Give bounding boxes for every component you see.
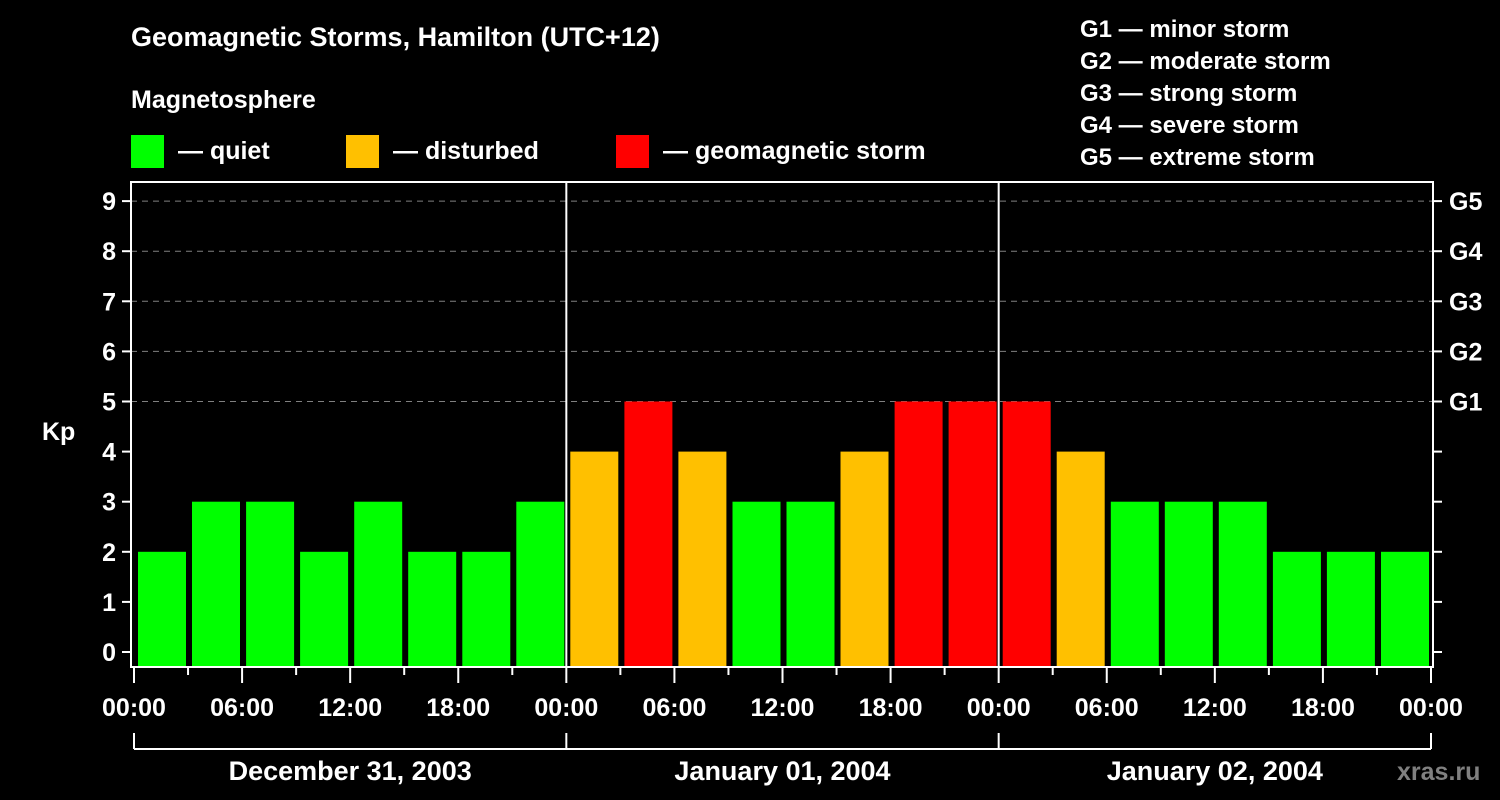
legend-quiet: — quiet [131, 134, 270, 168]
x-tick-label: 06:00 [210, 694, 274, 722]
y-tick-label: 6 [102, 338, 116, 366]
x-tick-label: 12:00 [1183, 694, 1247, 722]
legend-storm: — geomagnetic storm [616, 134, 926, 168]
legend-label-storm: — geomagnetic storm [663, 136, 926, 165]
storm-level-g5: G5 — extreme storm [1080, 144, 1315, 171]
kp-bar [948, 401, 997, 666]
kp-bar [1002, 401, 1051, 666]
day-label: January 02, 2004 [1107, 756, 1323, 786]
x-tick-label: 00:00 [534, 694, 598, 722]
kp-bar [1218, 501, 1267, 666]
storm-level-tick-label: G2 [1449, 338, 1482, 366]
kp-bar [732, 501, 781, 666]
kp-bar [138, 551, 186, 666]
storm-level-tick-label: G3 [1449, 288, 1482, 316]
storm-level-tick-label: G5 [1449, 188, 1482, 216]
storm-level-tick-label: G4 [1449, 238, 1482, 266]
legend-disturbed: — disturbed [346, 134, 539, 168]
kp-bar [678, 451, 727, 666]
watermark: xras.ru [1397, 758, 1480, 786]
kp-bar [894, 401, 943, 666]
x-tick-label: 18:00 [1291, 694, 1355, 722]
kp-bar [1110, 501, 1159, 666]
legend-label-quiet: — quiet [178, 136, 270, 165]
storm-level-g1: G1 — minor storm [1080, 16, 1290, 43]
y-tick-label: 3 [102, 489, 116, 517]
x-tick-label: 18:00 [426, 694, 490, 722]
y-tick-label: 1 [102, 589, 116, 617]
kp-bar [786, 501, 835, 666]
y-tick-label: 8 [102, 238, 116, 266]
y-tick-label: 9 [102, 188, 116, 216]
kp-bar [1326, 551, 1375, 666]
y-axis-label: Kp [42, 418, 75, 446]
y-tick-label: 7 [102, 288, 116, 316]
legend-swatch-storm [616, 134, 649, 168]
x-tick-label: 00:00 [1399, 694, 1463, 722]
x-tick-label: 12:00 [751, 694, 815, 722]
y-tick-label: 5 [102, 389, 116, 417]
x-tick-label: 00:00 [967, 694, 1031, 722]
axis-labels: 0 1 2 3 4 5 6 7 8 9 G1 G2 G3 G4 G5 00:00 06:00 12:00 18:00… [102, 188, 1482, 786]
x-tick-label: 06:00 [1075, 694, 1139, 722]
storm-level-tick-label: G1 [1449, 389, 1482, 417]
grid-lines [131, 200, 1433, 402]
kp-bar [1164, 501, 1213, 666]
kp-bar [1272, 551, 1321, 666]
legend-label-disturbed: — disturbed [393, 136, 539, 165]
day-label: January 01, 2004 [674, 756, 890, 786]
kp-bar [192, 501, 240, 666]
kp-bar [516, 501, 565, 666]
day-label: December 31, 2003 [229, 756, 472, 786]
chart-title: Geomagnetic Storms, Hamilton (UTC+12) [131, 22, 660, 52]
kp-bar [624, 401, 673, 666]
x-tick-label: 12:00 [318, 694, 382, 722]
kp-bar [462, 551, 511, 666]
kp-bar [840, 451, 889, 666]
y-tick-label: 4 [102, 439, 116, 467]
kp-bar [300, 551, 349, 666]
kp-bar [1056, 451, 1105, 666]
axes [122, 181, 1442, 750]
kp-bar [1381, 551, 1429, 666]
storm-level-key: G1 — minor storm G2 — moderate storm G3 … [1080, 14, 1331, 174]
chart-subtitle: Magnetosphere [131, 86, 316, 114]
storm-level-g3: G3 — strong storm [1080, 80, 1298, 107]
storm-level-g4: G4 — severe storm [1080, 112, 1299, 139]
storm-level-g2: G2 — moderate storm [1080, 48, 1331, 75]
kp-bar [570, 451, 619, 666]
y-tick-label: 2 [102, 539, 116, 567]
x-tick-label: 06:00 [642, 694, 706, 722]
y-tick-label: 0 [102, 639, 116, 667]
legend-swatch-disturbed [346, 134, 379, 168]
kp-bar [408, 551, 457, 666]
kp-bar [246, 501, 295, 666]
x-tick-label: 00:00 [102, 694, 166, 722]
kp-bar [354, 501, 403, 666]
x-tick-label: 18:00 [859, 694, 923, 722]
legend-swatch-quiet [131, 134, 164, 168]
bars [138, 401, 1429, 666]
